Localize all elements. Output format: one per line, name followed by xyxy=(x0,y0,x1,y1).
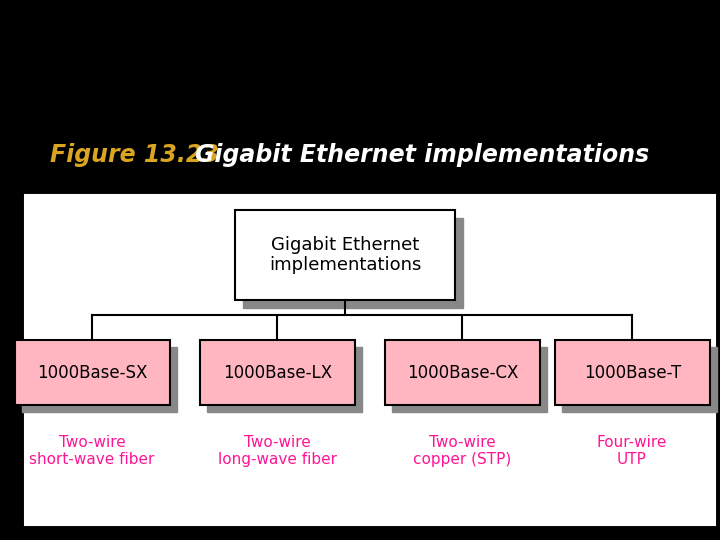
Bar xyxy=(243,218,463,308)
Bar xyxy=(555,340,710,405)
Bar xyxy=(235,210,455,300)
Text: Gigabit Ethernet
implementations: Gigabit Ethernet implementations xyxy=(269,235,421,274)
Text: Four-wire
UTP: Four-wire UTP xyxy=(597,435,667,468)
Bar xyxy=(392,347,547,412)
Text: 1000Base-T: 1000Base-T xyxy=(584,363,681,381)
Text: 1000Base-SX: 1000Base-SX xyxy=(37,363,148,381)
Text: 1000Base-CX: 1000Base-CX xyxy=(407,363,518,381)
Text: Two-wire
short-wave fiber: Two-wire short-wave fiber xyxy=(30,435,155,468)
Bar xyxy=(200,340,355,405)
Text: Gigabit Ethernet implementations: Gigabit Ethernet implementations xyxy=(195,143,649,167)
Bar xyxy=(25,195,715,525)
Text: 1000Base-LX: 1000Base-LX xyxy=(223,363,332,381)
Bar xyxy=(22,347,177,412)
Bar xyxy=(562,347,717,412)
Text: Figure 13.23: Figure 13.23 xyxy=(50,143,219,167)
Text: Two-wire
copper (STP): Two-wire copper (STP) xyxy=(413,435,511,468)
Bar xyxy=(207,347,362,412)
Text: Two-wire
long-wave fiber: Two-wire long-wave fiber xyxy=(217,435,336,468)
Bar xyxy=(385,340,540,405)
Bar xyxy=(15,340,170,405)
